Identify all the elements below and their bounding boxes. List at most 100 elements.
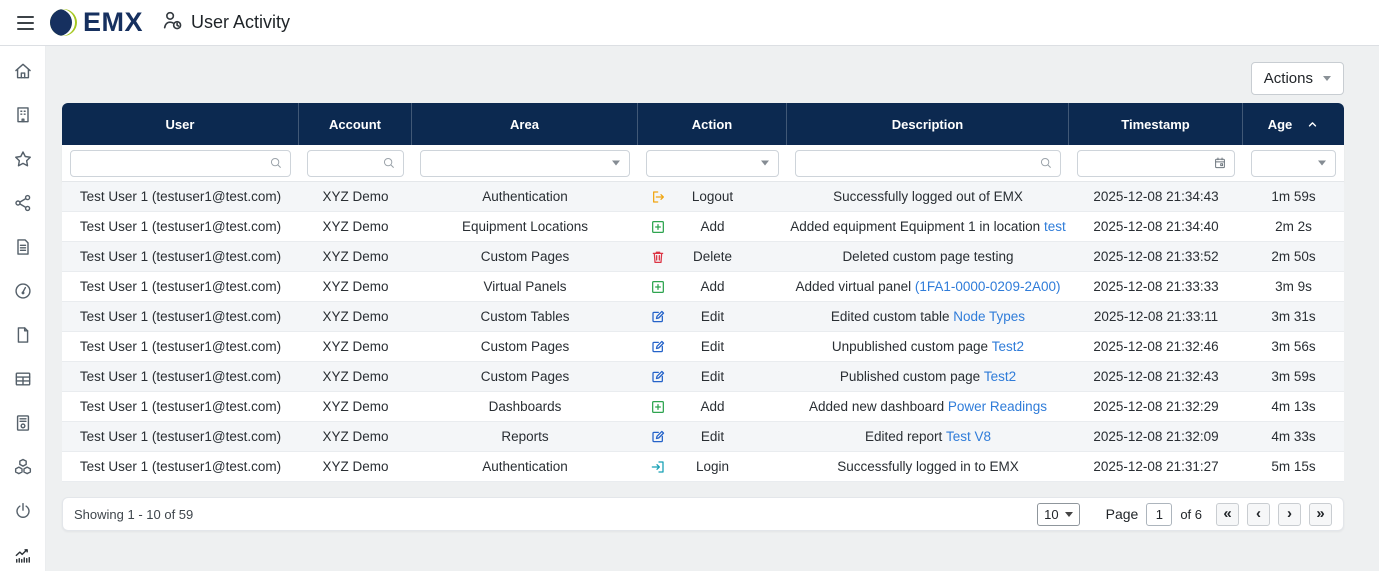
sidebar-item-user-activity[interactable] xyxy=(13,545,33,565)
edit-icon xyxy=(652,310,665,322)
power-icon xyxy=(15,502,30,518)
filter-description xyxy=(795,149,1061,177)
action-label: Add xyxy=(700,399,725,414)
filter-age-select[interactable] xyxy=(1251,149,1336,177)
home-icon xyxy=(14,63,31,79)
cell-timestamp: 2025-12-08 21:33:33 xyxy=(1093,279,1219,294)
sidebar-item-tables[interactable] xyxy=(13,369,33,389)
prev-page-button[interactable]: ‹ xyxy=(1247,502,1270,526)
cell-user: Test User 1 (testuser1@test.com) xyxy=(79,459,282,474)
emx-logo[interactable]: EMX xyxy=(50,9,143,36)
page-title-wrap: User Activity xyxy=(161,9,290,37)
sidebar-item-reports[interactable] xyxy=(13,237,33,257)
cell-user: Test User 1 (testuser1@test.com) xyxy=(79,429,282,444)
action-label: Add xyxy=(700,279,725,294)
sidebar-item-meters[interactable] xyxy=(13,413,33,433)
cell-user: Test User 1 (testuser1@test.com) xyxy=(79,189,282,204)
cell-action: Add xyxy=(638,272,787,301)
actions-button[interactable]: Actions xyxy=(1250,62,1344,95)
filter-user-input[interactable] xyxy=(71,150,290,176)
cell-account: XYZ Demo xyxy=(322,369,389,384)
column-label: Action xyxy=(691,116,733,132)
cell-age: 3m 31s xyxy=(1271,309,1316,324)
emx-logo-icon xyxy=(50,9,77,36)
column-header-age[interactable]: Age xyxy=(1243,103,1344,145)
page-size-select[interactable]: 10 xyxy=(1037,502,1080,526)
page-number-input[interactable] xyxy=(1146,502,1173,526)
cell-action: Add xyxy=(638,392,787,421)
building-icon xyxy=(16,107,29,123)
filter-description-input[interactable] xyxy=(796,150,1060,176)
cell-action: Add xyxy=(638,212,787,241)
cell-account: XYZ Demo xyxy=(322,429,389,444)
description-link[interactable]: Power Readings xyxy=(947,399,1047,414)
next-page-button[interactable]: › xyxy=(1278,502,1301,526)
action-label: Login xyxy=(695,459,730,474)
add-icon xyxy=(652,400,664,413)
cell-user: Test User 1 (testuser1@test.com) xyxy=(79,399,282,414)
cell-description: Successfully logged out of EMX xyxy=(833,189,1023,204)
filter-timestamp xyxy=(1077,149,1235,177)
description-link[interactable]: Test V8 xyxy=(946,429,992,444)
table-header-row: User Account Area Action Description Timestam… xyxy=(62,103,1344,145)
description-link[interactable]: Node Types xyxy=(953,309,1026,324)
file-icon xyxy=(17,327,28,343)
column-header-timestamp[interactable]: Timestamp xyxy=(1069,103,1243,145)
description-link[interactable]: test xyxy=(1043,219,1066,234)
sidebar-item-favorites[interactable] xyxy=(13,149,33,169)
table-row: Test User 1 (testuser1@test.com) XYZ Demo… xyxy=(62,332,1344,362)
column-header-user[interactable]: User xyxy=(62,103,299,145)
action-label: Edit xyxy=(700,339,725,354)
filter-account-input[interactable] xyxy=(308,150,403,176)
sidebar-item-pages[interactable] xyxy=(13,325,33,345)
sidebar-item-power[interactable] xyxy=(13,501,33,521)
cell-age: 1m 59s xyxy=(1271,189,1316,204)
sidebar-item-assets[interactable] xyxy=(13,457,33,477)
gauge-icon xyxy=(14,283,31,299)
cell-area: Custom Tables xyxy=(480,309,570,324)
description-link[interactable]: Test2 xyxy=(991,339,1025,354)
document-icon xyxy=(16,239,29,255)
cell-description: Edited report Test V8 xyxy=(864,429,992,444)
cell-timestamp: 2025-12-08 21:31:27 xyxy=(1093,459,1219,474)
column-header-area[interactable]: Area xyxy=(412,103,638,145)
last-page-button[interactable]: » xyxy=(1309,502,1332,526)
table-footer: Showing 1 - 10 of 59 10 Page of 6 « ‹ › … xyxy=(62,497,1344,531)
column-header-description[interactable]: Description xyxy=(787,103,1069,145)
cell-area: Authentication xyxy=(482,459,568,474)
first-page-button[interactable]: « xyxy=(1216,502,1239,526)
description-link[interactable]: Test2 xyxy=(983,369,1017,384)
sidebar-item-gauges[interactable] xyxy=(13,281,33,301)
cell-account: XYZ Demo xyxy=(322,309,389,324)
column-header-action[interactable]: Action xyxy=(638,103,787,145)
cell-user: Test User 1 (testuser1@test.com) xyxy=(79,219,282,234)
cell-user: Test User 1 (testuser1@test.com) xyxy=(79,279,282,294)
sidebar-item-organization[interactable] xyxy=(13,105,33,125)
column-label: Area xyxy=(510,116,539,132)
page-title: User Activity xyxy=(191,12,291,32)
page-label: Page xyxy=(1105,506,1139,522)
cell-account: XYZ Demo xyxy=(322,279,389,294)
column-header-account[interactable]: Account xyxy=(299,103,412,145)
page-count-label: of 6 xyxy=(1180,506,1202,522)
cell-area: Virtual Panels xyxy=(483,279,567,294)
cell-description: Unpublished custom page Test2 xyxy=(831,339,1025,354)
table-row: Test User 1 (testuser1@test.com) XYZ Demo… xyxy=(62,182,1344,212)
sidebar-item-sharing[interactable] xyxy=(13,193,33,213)
cell-description: Added virtual panel (1FA1-0000-0209-2A00… xyxy=(795,279,1061,294)
add-icon xyxy=(652,280,664,293)
edit-icon xyxy=(652,340,665,352)
table-icon xyxy=(15,372,30,386)
description-link[interactable]: (1FA1-0000-0209-2A00) xyxy=(914,279,1061,294)
filter-timestamp-input[interactable] xyxy=(1078,150,1234,176)
user-activity-icon xyxy=(161,9,184,37)
filter-action-select[interactable] xyxy=(646,149,779,177)
menu-icon[interactable] xyxy=(8,6,42,40)
filter-area-select[interactable] xyxy=(420,149,630,177)
meter-icon xyxy=(16,415,29,431)
sidebar-item-home[interactable] xyxy=(13,61,33,81)
cell-user: Test User 1 (testuser1@test.com) xyxy=(79,339,282,354)
cell-age: 3m 56s xyxy=(1271,339,1316,354)
cell-age: 2m 50s xyxy=(1271,249,1316,264)
table-row: Test User 1 (testuser1@test.com) XYZ Demo… xyxy=(62,212,1344,242)
